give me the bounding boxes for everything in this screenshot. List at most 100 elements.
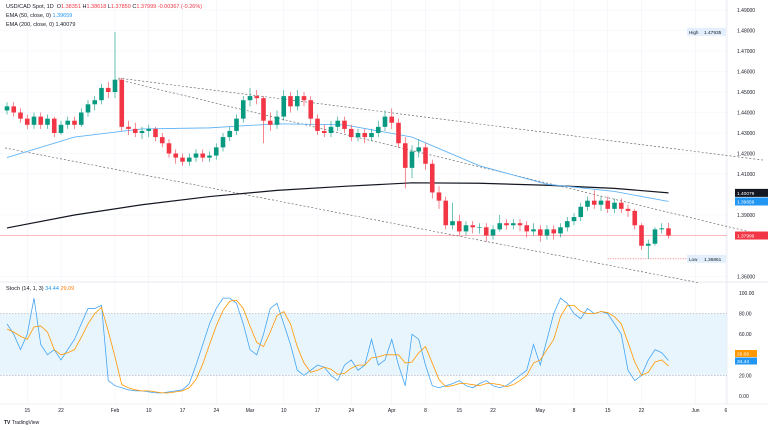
time-tick-label: 15 — [456, 408, 462, 414]
price-tick-label: 1.43000 — [737, 131, 755, 137]
ema50-label: EMA (50, close, 0) — [6, 13, 51, 19]
price-badge-value: 1.39659 — [737, 199, 755, 205]
candle-body — [281, 96, 287, 117]
candle-body — [72, 120, 77, 125]
candle-body — [598, 200, 604, 205]
candle-body — [362, 133, 368, 138]
time-tick-label: Jun — [691, 408, 699, 414]
candle-body — [51, 118, 57, 133]
ema200-legend: EMA (200, close, 0) 1.40079 — [6, 21, 75, 29]
candle-body — [490, 229, 496, 236]
price-tick-label: 1.41000 — [737, 172, 755, 178]
candle-body — [301, 96, 307, 101]
candle-body — [321, 130, 327, 133]
time-tick-label: 24 — [213, 408, 219, 414]
candle-body — [274, 116, 280, 125]
candle-body — [328, 126, 334, 133]
candle-body — [288, 96, 293, 107]
candle-body — [416, 147, 422, 152]
time-tick-label: 17 — [180, 408, 186, 414]
stoch-tick-label: 0.00 — [739, 394, 749, 400]
candle-body — [105, 87, 111, 92]
stoch-label: Stoch (14, 1, 3) — [6, 286, 44, 292]
candle-body — [612, 202, 617, 209]
candle-body — [402, 143, 408, 168]
candle-body — [456, 221, 462, 232]
price-tick-label: 1.48000 — [737, 29, 755, 35]
candle-body — [45, 118, 50, 125]
candle-body — [112, 79, 118, 92]
candle-body — [558, 227, 563, 234]
candle-body — [659, 228, 665, 230]
price-marker-value: 1.36861 — [704, 257, 722, 263]
time-tick-label: 10 — [146, 408, 152, 414]
time-tick-label: 15 — [24, 408, 30, 414]
time-tick-label: May — [536, 408, 546, 414]
price-tick-label: 1.49000 — [737, 8, 755, 14]
candle-body — [483, 227, 489, 236]
candle-body — [423, 147, 428, 164]
candle-body — [409, 151, 415, 168]
time-tick-label: 8 — [573, 408, 576, 414]
stoch-k-line — [6, 297, 669, 394]
stoch-k-badge-value: 34.44 — [737, 359, 749, 365]
close-value: 1.37999 — [136, 4, 157, 10]
price-tick-label: 1.36000 — [737, 275, 755, 281]
candle-body — [470, 225, 476, 228]
candle-body — [571, 217, 577, 222]
candle-body — [126, 126, 131, 129]
candle-body — [477, 227, 482, 228]
candle-body — [240, 100, 246, 119]
ema50-value: 1.39659 — [52, 13, 73, 19]
price-badge-value: 1.40079 — [737, 191, 755, 197]
symbol-title: USD/CAD Spot, 1D — [6, 4, 54, 10]
candle-body — [166, 143, 172, 154]
candle-body — [551, 229, 557, 234]
ema50-line — [6, 123, 669, 202]
candle-body — [348, 128, 354, 138]
candle-body — [537, 229, 543, 236]
candle-body — [618, 202, 624, 209]
stoch-k-value: 34.44 — [45, 286, 59, 292]
candle-body — [65, 120, 71, 125]
time-tick-label: Apr — [388, 408, 396, 414]
candle-body — [92, 100, 98, 105]
candle-body — [666, 228, 671, 236]
candle-body — [193, 153, 199, 158]
symbol-legend: USD/CAD Spot, 1D O1.38351 H1.38618 L1.37… — [6, 3, 202, 11]
candle-body — [564, 221, 570, 228]
price-badge-value: 1.37999 — [737, 234, 755, 240]
candle-body — [443, 200, 449, 226]
low-value: 1.37850 — [110, 4, 131, 10]
candle-body — [632, 210, 638, 226]
candle-body — [38, 116, 44, 125]
candle-body — [605, 200, 611, 209]
candle-body — [375, 126, 381, 133]
tradingview-logo[interactable]: TV TradingView — [4, 420, 40, 426]
candle-body — [220, 137, 226, 148]
candle-body — [463, 225, 469, 232]
time-tick-label: 10 — [281, 408, 287, 414]
candle-body — [355, 133, 361, 138]
time-tick-label: 8 — [424, 408, 427, 414]
candle-body — [308, 100, 314, 119]
candle-body — [524, 225, 530, 232]
stoch-tick-label: 100.00 — [739, 291, 755, 297]
stoch-tick-label: 80.00 — [739, 312, 752, 318]
candle-body — [639, 225, 644, 246]
price-marker-label: Low — [689, 257, 698, 262]
stoch-legend: Stoch (14, 1, 3) 34.44 29.09 — [6, 285, 74, 293]
candle-body — [436, 192, 442, 201]
time-tick-label: 6 — [724, 408, 727, 414]
candle-body — [315, 118, 320, 131]
candle-body — [213, 147, 219, 156]
candle-body — [342, 120, 347, 129]
ema50-legend: EMA (50, close, 0) 1.39659 — [6, 12, 72, 20]
candle-body — [625, 208, 631, 211]
candle-body — [99, 87, 104, 101]
candle-body — [335, 120, 341, 127]
price-tick-label: 1.39000 — [737, 213, 755, 219]
candle-body — [544, 229, 550, 236]
price-tick-label: 1.44000 — [737, 111, 755, 117]
